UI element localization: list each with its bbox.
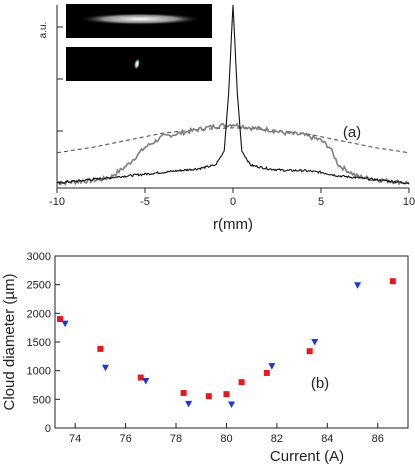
panel-b-y-tick-label: 1500 [27, 337, 51, 349]
scatter-point-square [223, 391, 230, 398]
panel-a-x-ticks: -10 -5 0 5 10 [49, 188, 415, 208]
scatter-point-triangle [61, 320, 69, 328]
panel-a-xlabel: r(mm) [213, 216, 253, 233]
panel-b-x-tick-label: 84 [321, 433, 333, 445]
scatter-point-square [306, 348, 313, 355]
panel-b-y-tick-label: 1000 [27, 366, 51, 378]
inset-cloud-image-wide [66, 4, 212, 38]
panel-b-x-tick-label: 76 [119, 433, 131, 445]
scatter-point-square [97, 345, 104, 352]
scatter-point-triangle [228, 401, 235, 408]
panel-a-x-tick-label: 10 [403, 196, 415, 208]
panel-a-x-tick-label: -5 [140, 196, 150, 208]
panel-a-series-line-dashed [56, 127, 410, 154]
scatter-point-triangle [354, 282, 362, 289]
panel-b-y-tick-label: 0 [45, 423, 51, 435]
scatter-point-square [389, 278, 396, 285]
panel-a-series [56, 4, 410, 186]
panel-a-ylabel: a.u. [38, 22, 49, 39]
panel-b-x-ticks: 74 76 78 80 82 84 86 [69, 423, 384, 445]
panel-a-x-tick-label: -10 [49, 196, 65, 208]
panel-b-x-tick-label: 78 [170, 433, 182, 445]
panel-b-label: (b) [311, 375, 329, 392]
panel-b-y-tick-label: 2500 [27, 280, 51, 292]
scatter-point-square [263, 369, 270, 376]
panel-a-series-line-solid-noisy [56, 122, 410, 186]
panel-b-xlabel: Current (A) [270, 448, 344, 465]
panel-a: a.u. -10 -5 0 5 10 ( [38, 4, 415, 233]
panel-b-y-ticks: 0 500 1000 1500 2000 2500 3000 [27, 251, 60, 435]
panel-a-series-line-solid [56, 4, 410, 185]
panel-b-y-tick-label: 500 [33, 394, 51, 406]
panel-b-ylabel: Cloud diameter (µm) [1, 273, 18, 410]
scatter-point-square [137, 374, 144, 381]
panel-b-x-tick-label: 82 [271, 433, 283, 445]
inset-cloud-image-compact [66, 47, 212, 81]
scatter-point-triangle [142, 377, 150, 385]
panel-b-y-tick-label: 2000 [27, 308, 51, 320]
scatter-point-square [180, 390, 187, 397]
panel-a-y-ticks [57, 26, 63, 184]
scatter-point-triangle [311, 339, 319, 346]
panel-a-x-tick-label: 5 [318, 196, 324, 208]
scatter-point-square [238, 379, 245, 386]
panel-b-x-tick-label: 86 [372, 433, 384, 445]
scatter-point-triangle [268, 363, 276, 370]
scatter-point-triangle [185, 400, 193, 408]
scatter-point-square [205, 393, 212, 400]
panel-a-label: (a) [343, 124, 361, 141]
panel-b-x-tick-label: 74 [69, 433, 81, 445]
panel-b-y-tick-label: 3000 [27, 251, 51, 263]
panel-a-x-tick-label: 0 [230, 196, 236, 208]
panel-b-x-tick-label: 80 [220, 433, 232, 445]
scatter-point-triangle [101, 364, 109, 372]
scatter-point-square [57, 316, 64, 323]
panel-b-series [57, 278, 396, 408]
